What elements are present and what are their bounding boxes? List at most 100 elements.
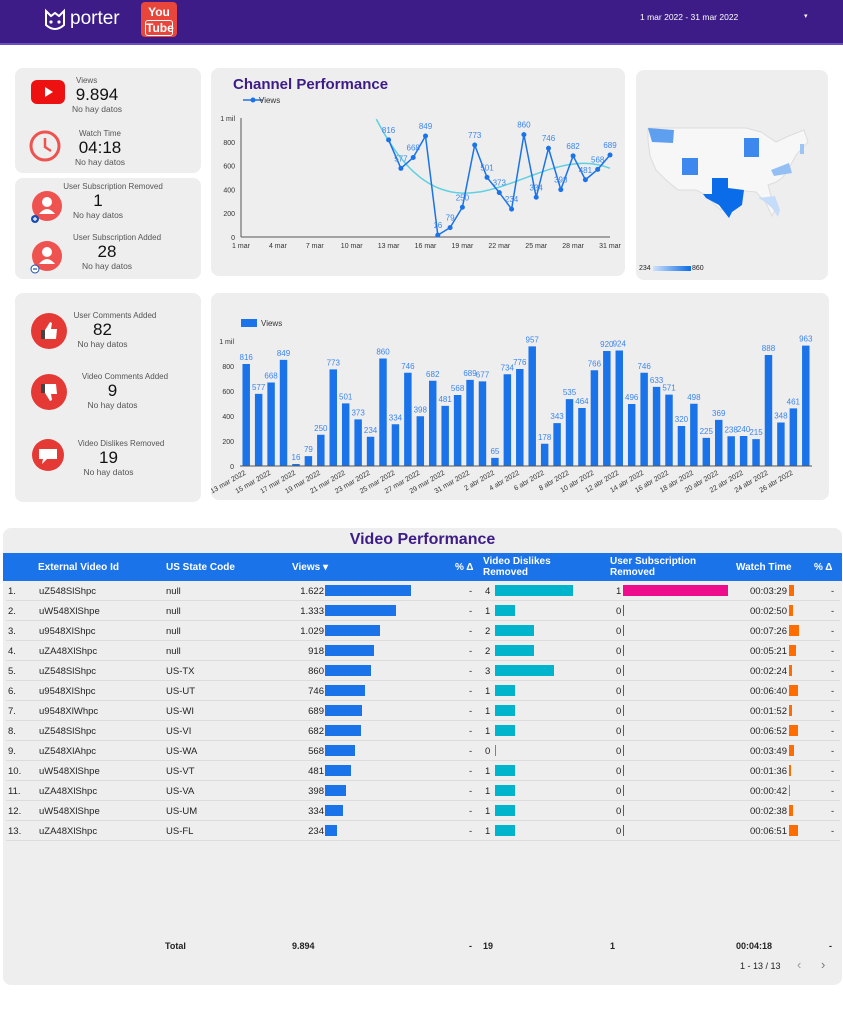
legend-label: Views (259, 96, 280, 105)
data-label: 398 (554, 176, 568, 185)
state-us-vt (800, 144, 804, 154)
subs-bar (623, 725, 624, 736)
subs-bar (623, 605, 624, 616)
views-delta: - (469, 686, 473, 697)
row-index: 5. (8, 666, 16, 677)
subs-value: 0 (616, 746, 622, 757)
state-code: null (166, 606, 181, 617)
row-index: 2. (8, 606, 16, 617)
bar-value-label: 461 (787, 397, 801, 406)
table-row[interactable]: 2. uW548XlShpe null 1.333 - 1 0 00:02:50… (6, 601, 840, 621)
col-header-dislikes[interactable]: Video Dislikes Removed (483, 556, 551, 578)
video-id: u9548XlShpc (39, 626, 96, 637)
state-code: US-UM (166, 806, 198, 817)
x-tick-label: 13 mar (378, 243, 400, 250)
bar-value-label: 535 (563, 388, 577, 397)
table-row[interactable]: 1. uZ548SlShpc null 1.622 - 4 1 00:03:29… (6, 581, 840, 601)
views-delta: - (469, 646, 473, 657)
map-legend-gradient (653, 266, 691, 271)
bar (242, 364, 250, 466)
table-row[interactable]: 3. u9548XlShpc null 1.029 - 2 0 00:07:26… (6, 621, 840, 641)
row-index: 3. (8, 626, 16, 637)
table-row[interactable]: 8. uZ548SlShpc US-VI 682 - 1 0 00:06:52 … (6, 721, 840, 741)
table-row[interactable]: 6. u9548XlShpc US-UT 746 - 1 0 00:06:40 … (6, 681, 840, 701)
x-tick-label: 1 mar (232, 243, 251, 250)
bar (627, 404, 636, 466)
watch-time-bar (789, 685, 798, 696)
data-point (570, 153, 576, 159)
col-header-video-id[interactable]: External Video Id (38, 562, 119, 573)
table-row[interactable]: 5. uZ548SlShpc US-TX 860 - 3 0 00:02:24 … (6, 661, 840, 681)
y-tick-label: 800 (222, 364, 234, 371)
views-bar (325, 625, 380, 636)
data-point (496, 190, 502, 196)
prev-page-icon[interactable]: ‹ (797, 957, 802, 972)
bar (516, 369, 524, 466)
table-row[interactable]: 4. uZA48XlShpc null 918 - 2 0 00:05:21 - (6, 641, 840, 661)
data-point (595, 166, 601, 172)
data-label: 773 (468, 131, 482, 140)
col-header-watch-time[interactable]: Watch Time (736, 562, 792, 573)
kpi-subscription-added: User Subscription Added 28 No hay datos (62, 233, 172, 271)
date-range-picker[interactable]: 1 mar 2022 - 31 mar 2022 ▾ (640, 12, 820, 26)
bar-value-label: 849 (277, 349, 291, 358)
bar (366, 436, 375, 466)
subs-bar (623, 825, 624, 836)
next-page-icon[interactable]: › (821, 957, 826, 972)
views-value: 682 (308, 726, 324, 737)
state-us-wi (744, 138, 759, 157)
col-header-views-delta[interactable]: % Δ (455, 562, 474, 573)
views-delta: - (469, 786, 473, 797)
dislikes-bar (495, 725, 515, 736)
bar-value-label: 577 (252, 383, 266, 392)
kpi-sub: No hay datos (87, 400, 138, 410)
dropdown-arrow-icon: ▾ (804, 13, 808, 20)
thumbs-down-icon (30, 373, 68, 416)
dislikes-bar (495, 585, 573, 596)
col-header-state[interactable]: US State Code (166, 562, 235, 573)
views-value: 334 (308, 806, 324, 817)
row-index: 6. (8, 686, 16, 697)
bar-value-label: 633 (650, 376, 664, 385)
y-tick-label: 200 (222, 439, 234, 446)
col-header-subs-removed[interactable]: User Subscription Removed (610, 556, 697, 578)
data-label: 849 (419, 122, 433, 131)
table-row[interactable]: 12. uW548XlShpe US-UM 334 - 1 0 00:02:38… (6, 801, 840, 821)
kpi-value: 9 (107, 381, 118, 400)
dislikes-value: 1 (485, 726, 491, 737)
watch-delta: - (831, 586, 835, 597)
data-label: 16 (433, 221, 442, 230)
subs-bar (623, 745, 624, 756)
table-row[interactable]: 11. uZA48XlShpc US-VA 398 - 1 0 00:00:42… (6, 781, 840, 801)
kpi-label: User Comments Added (73, 311, 157, 320)
views-delta: - (469, 746, 473, 757)
col-header-watch-delta[interactable]: % Δ (814, 562, 833, 573)
bar-value-label: 888 (762, 344, 776, 353)
bar-value-label: 746 (637, 362, 651, 371)
views-bar (325, 585, 411, 596)
data-point (447, 225, 453, 231)
brand-name: porter (70, 8, 120, 29)
kpi-value: 9.894 (75, 85, 119, 104)
totals-label: Total (165, 941, 186, 951)
legend-label: Views (261, 319, 282, 328)
data-point (558, 187, 564, 193)
watch-time-value: 00:01:36 (750, 766, 787, 777)
youtube-logo-text-top: You (148, 5, 170, 19)
x-tick-label: 25 mar (525, 243, 547, 250)
col-header-views[interactable]: Views ▾ (292, 562, 328, 573)
table-row[interactable]: 13. uZA48XlShpc US-FL 234 - 1 0 00:06:51… (6, 821, 840, 841)
x-tick-label: 7 mar (306, 243, 325, 250)
watch-time-bar (789, 805, 793, 816)
row-index: 12. (8, 806, 22, 817)
table-row[interactable]: 10. uW548XlShpe US-VT 481 - 1 0 00:01:36… (6, 761, 840, 781)
table-row[interactable]: 7. u9548XlWhpc US-WI 689 - 1 0 00:01:52 … (6, 701, 840, 721)
y-tick-label: 1 mil (219, 339, 234, 346)
bar-value-label: 773 (327, 358, 341, 367)
table-row[interactable]: 9. uZ548XlAhpc US-WA 568 - 0 0 00:03:49 … (6, 741, 840, 761)
us-choropleth-map[interactable] (636, 70, 828, 280)
map-legend-min: 234 (639, 265, 651, 272)
state-us-ut (682, 158, 698, 175)
legend-swatch (241, 319, 257, 327)
bar (739, 436, 748, 466)
